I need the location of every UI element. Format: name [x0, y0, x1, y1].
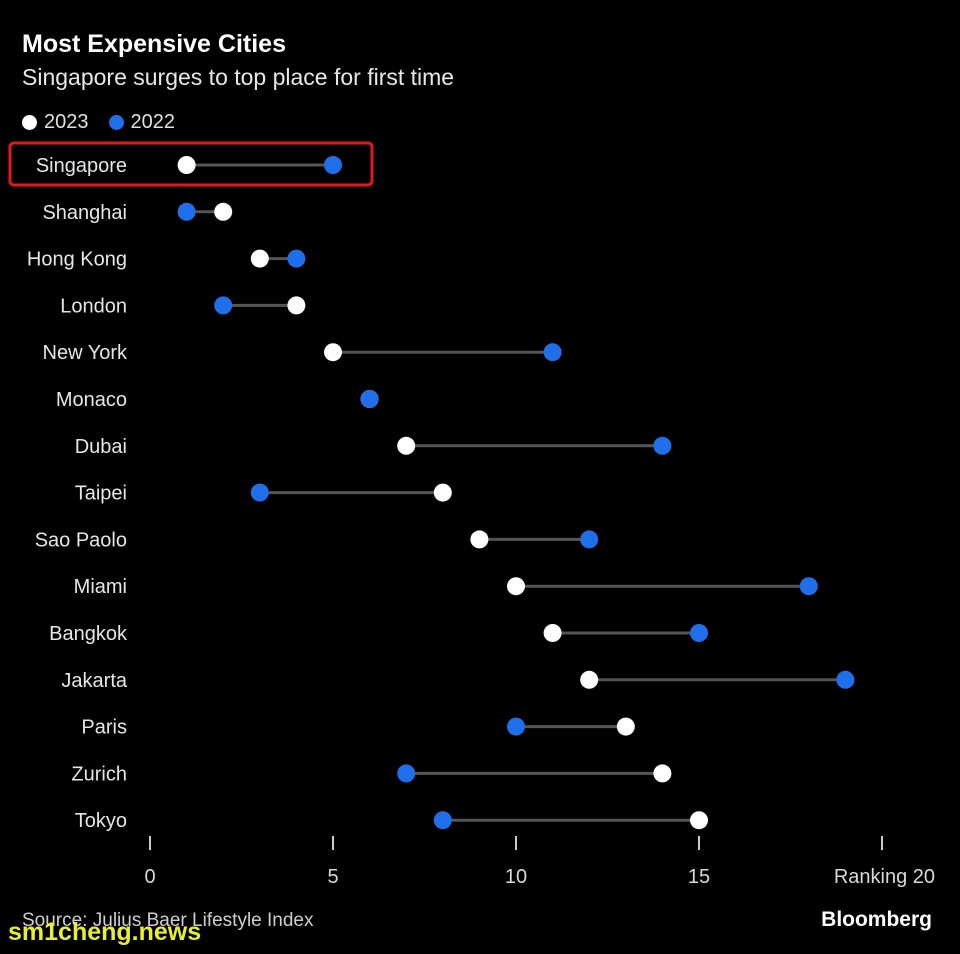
dot-2022	[543, 343, 562, 362]
dot-2022	[690, 624, 708, 642]
x-axis-label: Ranking 20	[834, 866, 935, 888]
category-label: Tokyo	[75, 810, 127, 832]
chart-subtitle: Singapore surges to top place for first …	[22, 64, 455, 90]
category-label: Paris	[81, 717, 127, 739]
category-label: Singapore	[36, 155, 127, 177]
dot-2022	[653, 436, 672, 455]
category-label: London	[60, 295, 127, 317]
category-label: Jakarta	[61, 670, 127, 692]
category-label: Monaco	[56, 389, 127, 411]
category-label: Taipei	[75, 483, 127, 505]
dot-2022	[214, 296, 233, 315]
chart-title: Most Expensive Cities	[22, 30, 286, 58]
dot-2023	[653, 764, 672, 783]
watermark: sm1cheng.news	[8, 918, 202, 946]
dot-2023	[214, 202, 233, 221]
legend-item-2022: 2022	[108, 110, 176, 134]
dot-2023	[580, 670, 599, 689]
category-label: New York	[43, 342, 128, 364]
dot-2023	[507, 577, 525, 596]
legend-dot-2023	[22, 114, 37, 130]
category-label: Bangkok	[49, 623, 128, 645]
source-note: Source: Julius Baer Lifestyle Index	[22, 910, 314, 931]
dot-2022	[287, 249, 306, 268]
dot-2023	[543, 624, 562, 642]
x-tick-label: 5	[327, 866, 338, 888]
dot-2022	[799, 577, 818, 596]
category-label: Hong Kong	[27, 249, 127, 271]
x-tick-label: 10	[505, 866, 527, 888]
category-label: Dubai	[75, 436, 127, 458]
dot-2022	[397, 764, 416, 783]
dot-2022	[580, 530, 599, 549]
dot-2023	[324, 343, 342, 362]
dot-2022	[836, 670, 855, 689]
dot-2023	[250, 249, 269, 268]
highlight-box	[8, 141, 374, 187]
x-tick-label: 15	[688, 866, 710, 888]
category-label: Sao Paolo	[35, 529, 127, 551]
dot-2022	[177, 202, 196, 221]
dot-2023	[433, 483, 452, 502]
dot-2022	[250, 483, 269, 502]
category-label: Miami	[74, 576, 127, 598]
dot-2022	[324, 156, 342, 174]
legend-label-2022: 2022	[130, 110, 176, 133]
category-label: Shanghai	[42, 202, 127, 224]
legend-label-2023: 2023	[44, 110, 89, 133]
x-tick-label: 0	[144, 866, 155, 888]
legend: 2023 2022	[22, 109, 195, 135]
dot-2023	[177, 156, 196, 174]
category-label: Zurich	[71, 763, 127, 785]
dot-2023	[470, 530, 489, 549]
dot-2023	[287, 296, 306, 315]
legend-item-2023: 2023	[22, 111, 89, 134]
dot-2022	[433, 811, 452, 830]
dot-2023	[397, 436, 416, 455]
dot-2022	[507, 717, 525, 736]
legend-dot-2022	[108, 114, 124, 130]
bloomberg-logo: Bloomberg	[821, 908, 932, 931]
dot-2023	[616, 717, 635, 736]
dot-2022	[360, 390, 379, 408]
dot-2023	[690, 811, 708, 830]
